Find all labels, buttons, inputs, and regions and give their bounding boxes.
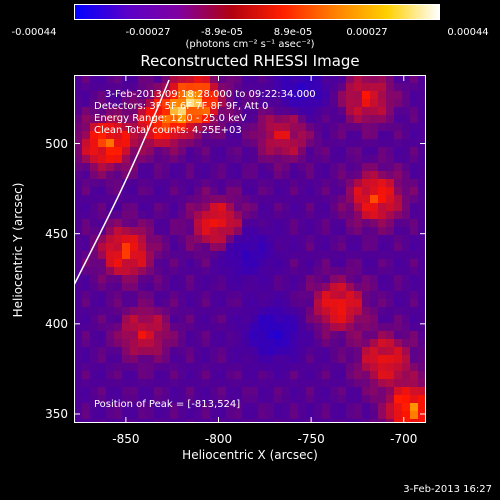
y-tick-label: 500 bbox=[45, 136, 68, 151]
heatmap-cells bbox=[74, 75, 426, 423]
x-tick-label: -850 bbox=[112, 432, 140, 446]
y-axis-label: Heliocentric Y (arcsec) bbox=[11, 182, 25, 318]
chart-title: Reconstructed RHESSI Image bbox=[140, 52, 360, 70]
y-tick-label: 350 bbox=[45, 406, 68, 421]
plot-frame bbox=[74, 75, 426, 423]
axis-ticks bbox=[74, 75, 426, 423]
y-tick-label: 400 bbox=[45, 316, 68, 331]
colorbar-units: (photons cm⁻² s⁻¹ asec⁻²) bbox=[185, 39, 315, 50]
x-tick-label: -800 bbox=[204, 432, 233, 446]
heatmap-plot bbox=[74, 75, 426, 423]
plot-timestamp: 3-Feb-2013 16:27 bbox=[403, 484, 492, 495]
colorbar-tick: 0.00027 bbox=[346, 27, 388, 38]
colorbar-tick: 0.00044 bbox=[447, 27, 489, 38]
colorbar-tick: -8.9e-05 bbox=[201, 27, 243, 38]
info-time-range: 3-Feb-2013 09:18:28.000 to 09:22:34.000 bbox=[105, 89, 316, 100]
colorbar-tick: 8.9e-05 bbox=[273, 27, 313, 38]
y-tick-label: 450 bbox=[45, 226, 68, 241]
info-energy-range: Energy Range: 12.0 - 25.0 keV bbox=[94, 113, 247, 124]
colorbar-tick: -0.00044 bbox=[11, 27, 57, 38]
info-counts: Clean Total counts: 4.25E+03 bbox=[94, 125, 242, 136]
x-axis-label: Heliocentric X (arcsec) bbox=[182, 448, 318, 462]
x-tick-label: -750 bbox=[297, 432, 325, 446]
info-detectors: Detectors: 3F 5F 6F 7F 8F 9F, Att 0 bbox=[94, 101, 269, 112]
x-tick-label: -700 bbox=[390, 432, 418, 446]
colorbar bbox=[74, 4, 440, 20]
colorbar-tick: -0.00027 bbox=[125, 27, 171, 38]
info-peak-position: Position of Peak = [-813,524] bbox=[94, 399, 241, 410]
solar-limb-line bbox=[74, 79, 170, 286]
